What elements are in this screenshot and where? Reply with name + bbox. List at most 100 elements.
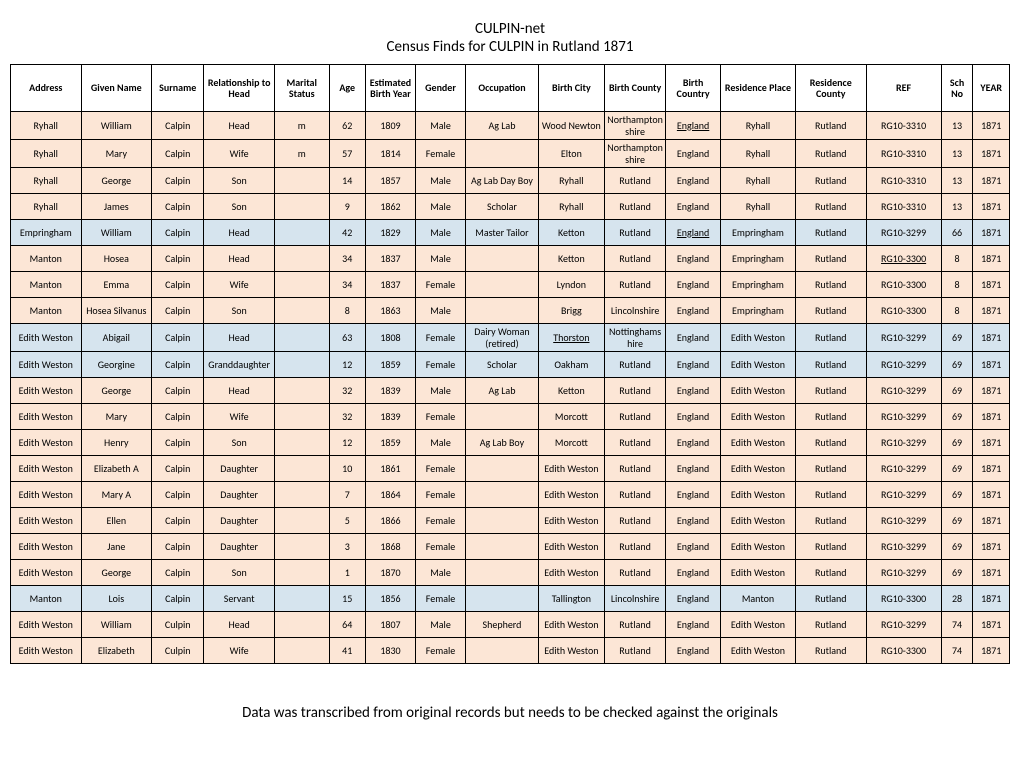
table-cell — [466, 404, 539, 430]
table-cell: 1837 — [365, 272, 415, 298]
census-table: AddressGiven NameSurnameRelationship to … — [10, 64, 1010, 664]
table-cell: 1871 — [973, 246, 1010, 272]
table-cell: Ag Lab Day Boy — [466, 168, 539, 194]
table-cell: 74 — [941, 638, 973, 664]
table-cell: Head — [204, 246, 275, 272]
table-cell: 5 — [329, 508, 365, 534]
table-cell: RG10-3299 — [866, 378, 941, 404]
table-cell: Female — [416, 508, 466, 534]
table-cell: 1871 — [973, 220, 1010, 246]
table-cell: England — [666, 508, 721, 534]
table-cell: 1864 — [365, 482, 415, 508]
table-cell: James — [81, 194, 152, 220]
table-cell: Rutland — [796, 378, 867, 404]
table-cell: William — [81, 112, 152, 140]
table-row: RyhallGeorgeCalpinSon141857MaleAg Lab Da… — [11, 168, 1010, 194]
table-cell: Jane — [81, 534, 152, 560]
table-row: MantonHosea SilvanusCalpinSon81863MaleBr… — [11, 298, 1010, 324]
table-cell: William — [81, 220, 152, 246]
column-header: Relationship to Head — [204, 65, 275, 112]
table-row: Edith WestonHenryCalpinSon121859MaleAg L… — [11, 430, 1010, 456]
table-cell: Edith Weston — [538, 534, 604, 560]
column-header: Birth Country — [666, 65, 721, 112]
table-cell: Edith Weston — [538, 612, 604, 638]
table-cell: Calpin — [152, 220, 204, 246]
table-cell: 32 — [329, 378, 365, 404]
table-cell: Son — [204, 560, 275, 586]
column-header: Gender — [416, 65, 466, 112]
table-cell: Edith Weston — [11, 378, 82, 404]
column-header: YEAR — [973, 65, 1010, 112]
table-cell: 1868 — [365, 534, 415, 560]
table-cell: 62 — [329, 112, 365, 140]
table-cell: Rutland — [796, 482, 867, 508]
table-cell: Male — [416, 112, 466, 140]
table-cell: Ketton — [538, 246, 604, 272]
table-cell: Edith Weston — [11, 534, 82, 560]
table-cell: 1837 — [365, 246, 415, 272]
table-row: RyhallJamesCalpinSon91862MaleScholarRyha… — [11, 194, 1010, 220]
table-cell: Son — [204, 194, 275, 220]
table-cell: Dairy Woman (retired) — [466, 324, 539, 352]
table-cell: 1871 — [973, 140, 1010, 168]
table-cell: Rutland — [604, 534, 665, 560]
table-cell: 1871 — [973, 352, 1010, 378]
table-cell: 1871 — [973, 168, 1010, 194]
table-cell: Ryhall — [11, 112, 82, 140]
table-cell: 1871 — [973, 508, 1010, 534]
table-cell: RG10-3310 — [866, 168, 941, 194]
table-cell — [274, 220, 329, 246]
table-cell: RG10-3300 — [866, 246, 941, 272]
table-cell: Rutland — [604, 430, 665, 456]
table-cell: RG10-3300 — [866, 586, 941, 612]
table-cell: Abigail — [81, 324, 152, 352]
table-cell: Edith Weston — [720, 612, 795, 638]
table-cell: England — [666, 272, 721, 298]
table-cell: RG10-3299 — [866, 220, 941, 246]
table-row: MantonLoisCalpinServant151856FemaleTalli… — [11, 586, 1010, 612]
column-header: Surname — [152, 65, 204, 112]
table-cell: England — [666, 586, 721, 612]
table-cell: 69 — [941, 482, 973, 508]
table-cell: Female — [416, 456, 466, 482]
table-cell: 1829 — [365, 220, 415, 246]
table-cell: Head — [204, 112, 275, 140]
table-body: RyhallWilliamCalpinHeadm621809MaleAg Lab… — [11, 112, 1010, 664]
table-cell: George — [81, 378, 152, 404]
table-cell: Rutland — [604, 168, 665, 194]
table-cell: RG10-3299 — [866, 534, 941, 560]
table-cell: 1871 — [973, 456, 1010, 482]
table-cell: Calpin — [152, 430, 204, 456]
table-cell — [274, 482, 329, 508]
table-cell: Edith Weston — [11, 430, 82, 456]
table-row: Edith WestonElizabeth ACalpinDaughter101… — [11, 456, 1010, 482]
table-cell: 69 — [941, 324, 973, 352]
table-cell: Rutland — [796, 638, 867, 664]
table-cell: Ryhall — [720, 140, 795, 168]
table-cell: Morcott — [538, 430, 604, 456]
table-cell: Calpin — [152, 534, 204, 560]
table-cell: England — [666, 168, 721, 194]
table-cell: Elton — [538, 140, 604, 168]
table-cell: Head — [204, 378, 275, 404]
table-cell: Oakham — [538, 352, 604, 378]
table-cell — [274, 508, 329, 534]
table-cell: England — [666, 220, 721, 246]
table-cell: RG10-3299 — [866, 508, 941, 534]
table-cell: 7 — [329, 482, 365, 508]
table-cell — [466, 560, 539, 586]
table-cell: 1866 — [365, 508, 415, 534]
column-header: Address — [11, 65, 82, 112]
table-cell: England — [666, 378, 721, 404]
table-cell: Rutland — [796, 508, 867, 534]
column-header: REF — [866, 65, 941, 112]
table-cell: 41 — [329, 638, 365, 664]
table-cell: Male — [416, 246, 466, 272]
table-cell: Manton — [11, 586, 82, 612]
table-cell: Nottinghamshire — [604, 324, 665, 352]
table-cell: 69 — [941, 404, 973, 430]
column-header: Age — [329, 65, 365, 112]
table-cell: Edith Weston — [538, 508, 604, 534]
table-cell — [274, 272, 329, 298]
table-cell: Manton — [720, 586, 795, 612]
